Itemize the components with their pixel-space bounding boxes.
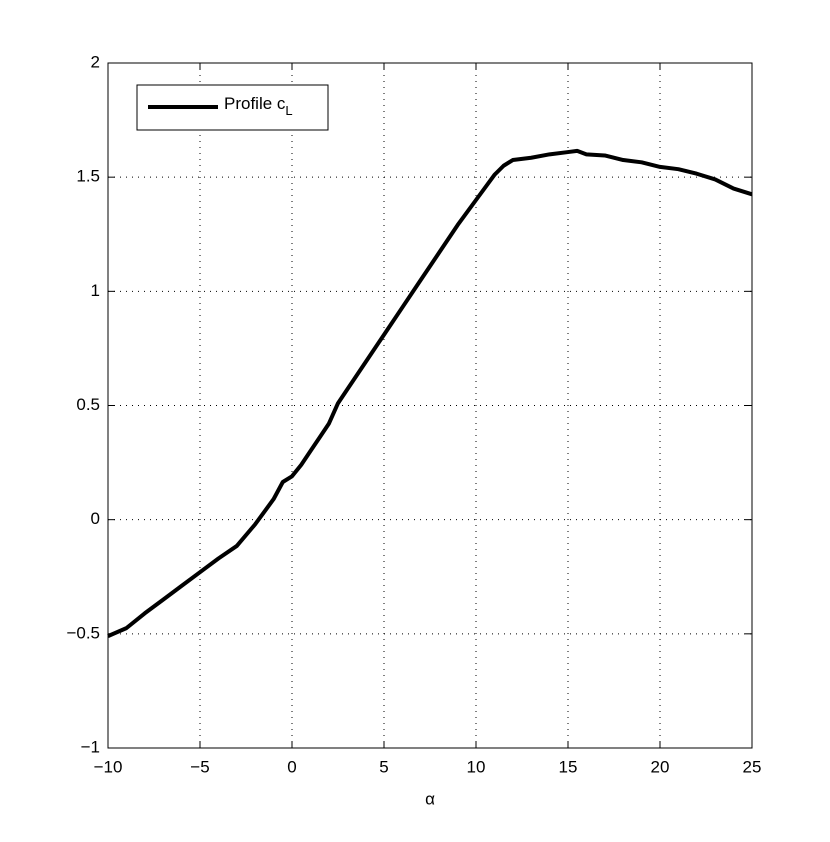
x-tick-label: 15: [559, 757, 578, 776]
x-tick-label: 20: [651, 757, 670, 776]
x-tick-label: 5: [379, 757, 388, 776]
data-line: [107, 148, 753, 638]
y-tick-label: −0.5: [66, 623, 100, 642]
y-tick-label: −1: [81, 737, 100, 756]
x-tick-label: −5: [190, 757, 209, 776]
y-tick-label: 0: [91, 509, 100, 528]
y-tick-label: 2: [91, 52, 100, 71]
y-tick-label: 1.5: [76, 167, 100, 186]
legend-label-main: Profile c: [224, 94, 286, 113]
plot-area: [108, 63, 752, 748]
legend-label: Profile cL: [224, 94, 293, 118]
x-tick-label: −10: [94, 757, 123, 776]
x-axis-label: α: [425, 789, 435, 808]
axes-box: [107, 62, 753, 749]
x-tick-label: 10: [467, 757, 486, 776]
y-tick-label: 1: [91, 281, 100, 300]
x-tick-label: 0: [287, 757, 296, 776]
y-tick-label: 0.5: [76, 395, 100, 414]
legend-label-subscript: L: [285, 103, 292, 118]
x-tick-label: 25: [743, 757, 762, 776]
